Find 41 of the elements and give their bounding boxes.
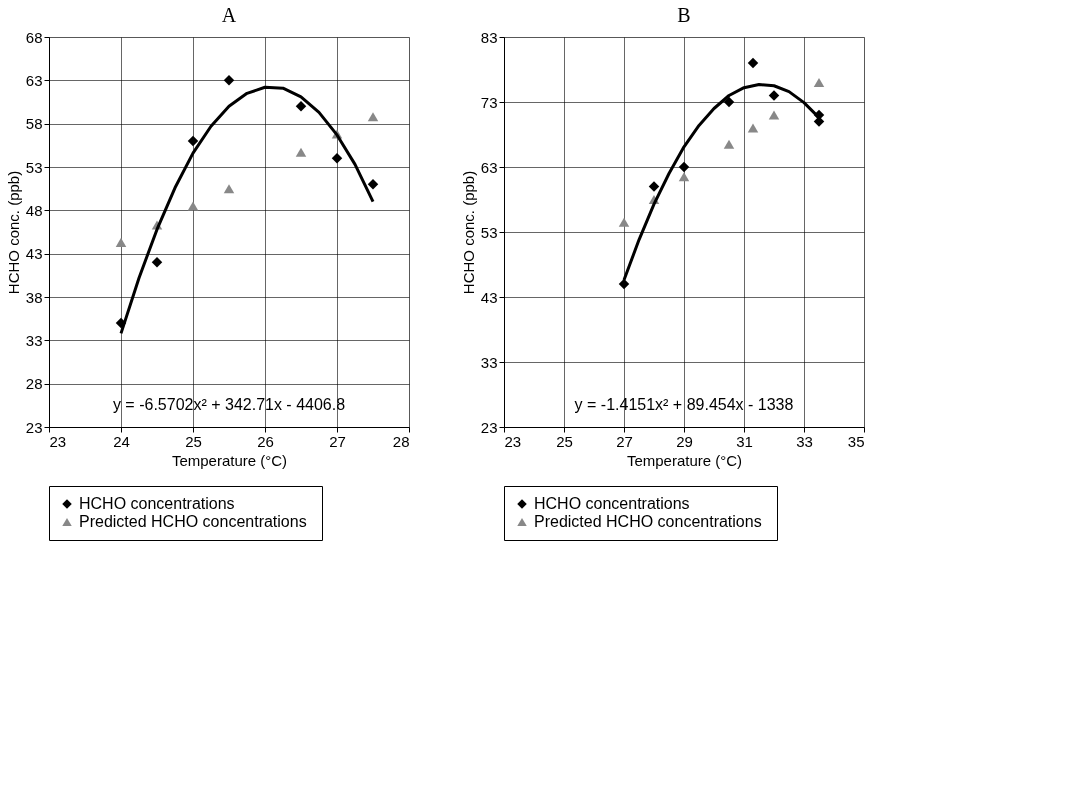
- y-tick-label: 53: [480, 223, 498, 241]
- y-tick-label: 63: [25, 71, 43, 89]
- x-tick-label: 27: [616, 432, 633, 450]
- y-axis-title: HCHO conc. (ppb): [459, 170, 477, 295]
- x-tick-label: 23: [49, 432, 67, 450]
- x-tick-label: 29: [676, 432, 693, 450]
- y-tick-label: 33: [25, 331, 43, 349]
- x-tick-label: 25: [556, 432, 573, 450]
- line-series: [119, 85, 375, 335]
- legend-label: Predicted HCHO concentrations: [534, 513, 762, 530]
- legend-label: HCHO concentrations: [534, 495, 690, 512]
- y-tick-label: 33: [480, 353, 498, 371]
- y-tick-label: 48: [25, 201, 43, 219]
- x-axis-title: Temperature (°C): [626, 451, 743, 469]
- y-tick-label: 53: [25, 158, 43, 176]
- chart-title: B: [677, 4, 691, 26]
- y-tick-label: 73: [480, 93, 498, 111]
- y-tick-label: 23: [480, 418, 498, 436]
- x-tick-label: 35: [847, 432, 865, 450]
- legend-label: HCHO concentrations: [79, 495, 235, 512]
- x-tick-label: 27: [329, 432, 346, 450]
- y-tick-label: 68: [25, 28, 43, 46]
- y-tick-label: 63: [480, 158, 498, 176]
- y-tick-label: 43: [480, 288, 498, 306]
- y-tick-label: 83: [480, 28, 498, 46]
- chart-title: A: [221, 4, 237, 26]
- x-tick-label: 25: [185, 432, 202, 450]
- y-tick-label: 43: [25, 245, 43, 263]
- y-tick-label: 23: [25, 418, 43, 436]
- x-axis-title: Temperature (°C): [171, 451, 288, 469]
- x-tick-label: 24: [113, 432, 130, 450]
- x-tick-label: 33: [796, 432, 813, 450]
- y-axis-title: HCHO conc. (ppb): [4, 170, 22, 295]
- x-tick-label: 26: [257, 432, 274, 450]
- y-tick-label: 38: [25, 288, 43, 306]
- legend-label: Predicted HCHO concentrations: [79, 513, 307, 530]
- x-tick-label: 28: [392, 432, 410, 450]
- y-tick-label: 58: [25, 115, 43, 133]
- y-tick-label: 28: [25, 375, 43, 393]
- x-tick-label: 23: [504, 432, 522, 450]
- x-tick-label: 31: [736, 432, 753, 450]
